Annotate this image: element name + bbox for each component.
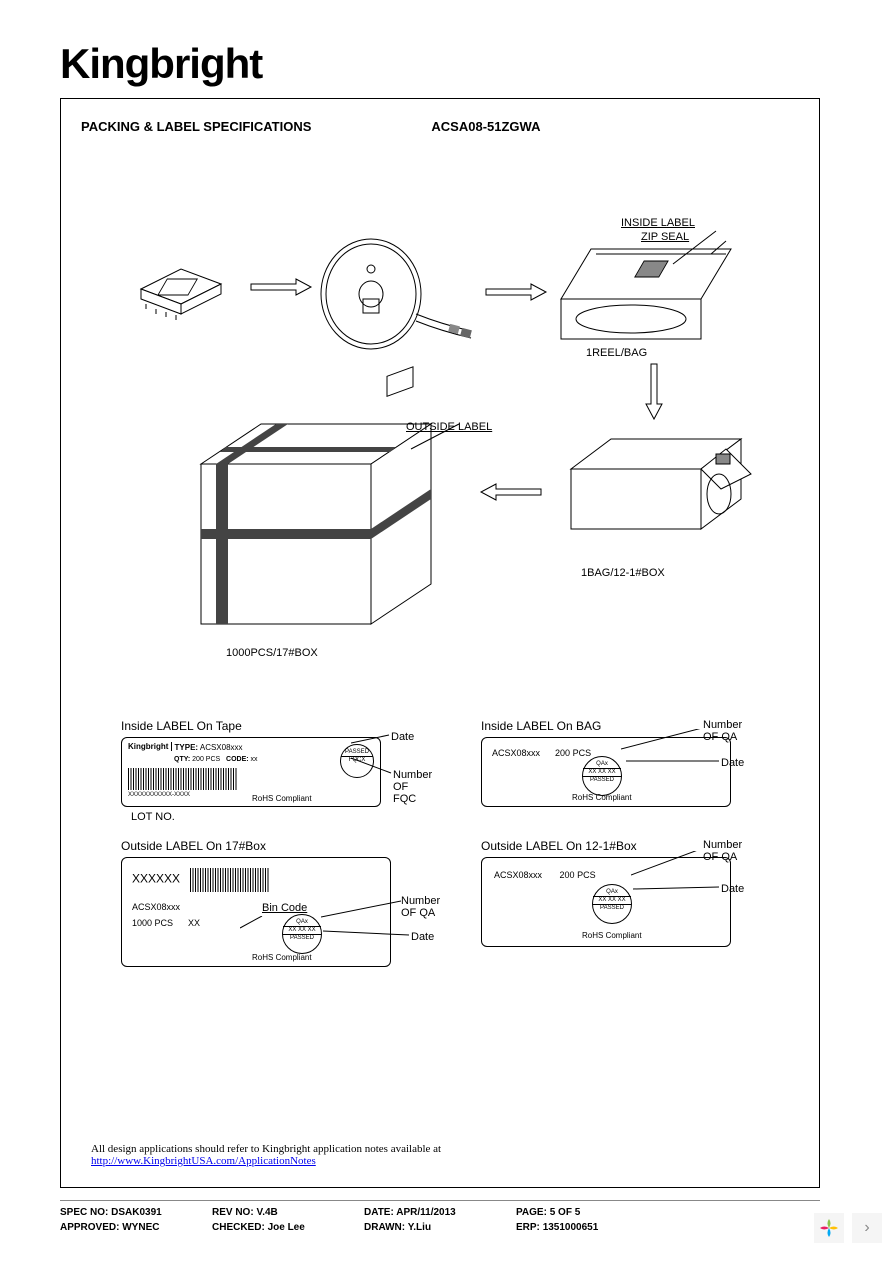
flow-diagram bbox=[121, 229, 761, 749]
box17-bin: XX bbox=[188, 918, 200, 928]
box12-qty: 200 PCS bbox=[560, 870, 596, 880]
bag-rohs: RoHS Compliant bbox=[572, 793, 632, 802]
box17-stamp-passed: PASSED bbox=[283, 935, 321, 942]
box17-part: ACSX08xxx bbox=[132, 902, 180, 912]
bag-part: ACSX08xxx bbox=[492, 748, 540, 758]
box17-lot: XXXXXX bbox=[132, 871, 180, 885]
bag-qty: 200 PCS bbox=[555, 748, 591, 758]
box12-stamp-qa: QAx bbox=[593, 889, 631, 896]
small-box-caption: 1BAG/12-1#BOX bbox=[581, 567, 665, 579]
inside-label-callout: INSIDE LABEL bbox=[621, 217, 695, 229]
box17-label-title: Outside LABEL On 17#Box bbox=[121, 839, 391, 853]
big-box-caption: 1000PCS/17#BOX bbox=[226, 647, 318, 659]
tape-code-label: CODE: bbox=[226, 756, 249, 763]
page-footer: SPEC NO: DSAK0391 REV NO: V.4B DATE: APR… bbox=[60, 1200, 820, 1233]
outside-label-callout: OUTSIDE LABEL bbox=[406, 421, 492, 433]
bag-stamp-passed: PASSED bbox=[583, 777, 621, 784]
next-page-button[interactable]: › bbox=[852, 1213, 882, 1243]
box17-bincode-label: Bin Code bbox=[262, 902, 307, 914]
box17-rohs: RoHS Compliant bbox=[252, 953, 312, 962]
tape-code-value: xx bbox=[251, 756, 258, 763]
box17-stamp-date: XX XX XX bbox=[283, 926, 321, 935]
tape-brand: Kingbright bbox=[128, 742, 172, 751]
tape-rohs: RoHS Compliant bbox=[252, 794, 312, 803]
tape-label-title: Inside LABEL On Tape bbox=[121, 719, 381, 733]
box17-stamp-qa: QAx bbox=[283, 919, 321, 926]
bag-stamp-date: XX XX XX bbox=[583, 768, 621, 777]
bag-stamp-qa: QAx bbox=[583, 761, 621, 768]
tape-lot: XXXXXXXXXXX-XXXX bbox=[128, 792, 190, 798]
box12-part: ACSX08xxx bbox=[494, 870, 542, 880]
zip-seal-callout: ZIP SEAL bbox=[641, 231, 689, 243]
box12-stamp-passed: PASSED bbox=[593, 905, 631, 912]
brand-logo: Kingbright bbox=[60, 40, 832, 88]
tape-qty-value: 200 PCS bbox=[192, 756, 220, 763]
bag-caption: 1REEL/BAG bbox=[586, 347, 647, 359]
tape-type-label: TYPE: bbox=[175, 743, 199, 752]
tape-type-value: ACSX08xxx bbox=[200, 743, 243, 752]
box17-qty: 1000 PCS bbox=[132, 918, 173, 928]
box12-stamp-date: XX XX XX bbox=[593, 896, 631, 905]
content-frame: PACKING & LABEL SPECIFICATIONS ACSA08-51… bbox=[60, 98, 820, 1188]
tape-lotno-label: LOT NO. bbox=[131, 811, 175, 823]
box12-rohs: RoHS Compliant bbox=[582, 931, 642, 940]
part-number: ACSA08-51ZGWA bbox=[431, 119, 540, 134]
section-title: PACKING & LABEL SPECIFICATIONS bbox=[81, 119, 311, 134]
application-notes-link[interactable]: http://www.KingbrightUSA.com/Application… bbox=[91, 1155, 316, 1167]
viewer-logo-icon[interactable] bbox=[814, 1213, 844, 1243]
tape-qty-label: QTY: bbox=[174, 756, 190, 763]
footnote: All design applications should refer to … bbox=[91, 1143, 441, 1167]
